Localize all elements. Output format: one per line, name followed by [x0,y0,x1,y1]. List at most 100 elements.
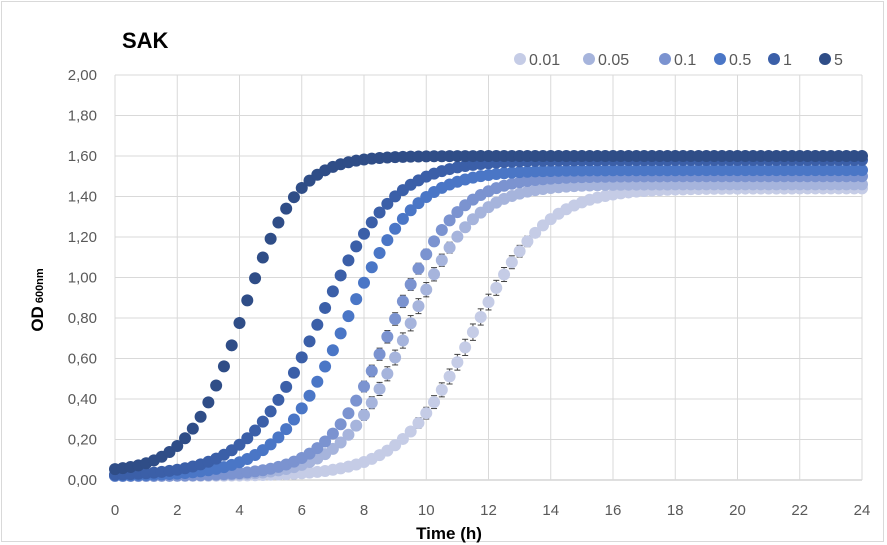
x-tick-label: 4 [235,502,243,519]
data-point-5 [179,432,192,445]
data-point-0-01 [420,407,433,420]
data-point-0-05 [420,283,433,296]
data-point-0-01 [474,310,487,323]
data-point-0-05 [466,213,479,226]
x-tick-label: 10 [418,502,435,519]
data-point-0-01 [529,226,542,239]
data-point-0-1 [350,394,363,407]
data-point-5 [194,410,207,423]
data-point-0-1 [358,380,370,393]
y-axis-label: OD 600nm [28,268,47,332]
data-point-5 [217,360,230,373]
y-tick-label: 0,20 [68,432,97,449]
data-point-0-01 [490,281,503,294]
data-point-0-1 [412,262,425,275]
legend-label: 0.05 [598,52,629,69]
data-point-1 [358,227,370,240]
y-tick-label: 0,80 [68,310,97,327]
y-tick-label: 2,00 [68,67,97,84]
data-point-0-05 [451,230,464,243]
data-point-5 [264,232,277,245]
y-tick-labels: 0,00 0,20 0,40 0,60 0,80 1,00 1,20 1,40 1,60 1,80… [68,67,97,489]
data-point-5 [856,150,868,162]
data-point-0-01 [466,326,479,339]
data-point-0-5 [334,327,347,340]
legend: 0.01 0.05 0.1 0.5 1 5 [514,52,843,69]
data-point-0-5 [303,389,316,402]
data-point-1 [264,405,277,418]
data-point-0-1 [428,235,441,248]
x-tick-label: 20 [729,502,746,519]
data-point-0-05 [404,317,417,330]
x-tick-label: 12 [480,502,497,519]
x-tick-label: 0 [111,502,119,519]
data-point-1 [280,380,293,393]
data-point-0-01 [412,416,425,429]
data-point-1 [311,318,324,331]
data-point-5 [256,251,269,264]
chart-title: SAK [122,28,169,53]
data-points [109,150,868,482]
data-point-0-05 [381,367,394,380]
data-point-0-5 [272,431,285,444]
data-point-5 [225,339,238,352]
data-point-0-05 [389,351,402,364]
y-tick-label: 0,00 [68,472,97,489]
y-tick-label: 1,80 [68,108,97,125]
y-tick-label: 0,40 [68,391,97,408]
y-tick-label: 1,00 [68,270,97,287]
data-point-1 [272,393,285,406]
data-point-0-5 [280,423,293,436]
y-tick-label: 1,20 [68,229,97,246]
data-point-0-1 [365,364,378,377]
legend-label: 0.01 [529,52,560,69]
data-point-1 [287,366,300,379]
data-point-0-01 [498,268,511,281]
data-point-0-5 [287,413,300,426]
data-point-5 [171,439,184,452]
data-point-0-5 [326,344,339,357]
data-point-5 [249,272,262,285]
data-point-0-05 [365,396,378,409]
data-point-0-5 [365,261,378,274]
data-point-0-01 [513,245,526,258]
x-tick-labels: 0 2 4 6 8 10 12 14 16 18 20 22 24 [111,502,871,519]
data-point-1 [342,254,355,267]
data-point-0-01 [459,341,472,354]
legend-marker-5 [819,53,831,65]
x-tick-label: 8 [360,502,368,519]
data-point-5 [202,396,215,409]
data-point-0-5 [319,360,332,373]
data-point-1 [303,335,316,348]
data-point-0-5 [389,222,402,235]
data-point-0-01 [451,356,464,369]
data-point-0-05 [373,382,386,395]
data-point-0-05 [342,428,355,441]
data-point-0-05 [358,408,370,421]
data-point-1 [350,240,363,253]
data-point-0-1 [435,224,448,237]
x-tick-label: 16 [605,502,622,519]
data-point-0-1 [404,278,417,291]
data-point-0-05 [412,300,425,313]
data-point-1 [295,351,308,364]
legend-label: 0.1 [674,52,696,69]
data-point-0-05 [435,254,448,267]
data-point-0-1 [443,214,456,227]
y-tick-label: 0,60 [68,351,97,368]
data-point-0-5 [264,438,277,451]
data-point-0-1 [342,407,355,420]
data-point-0-1 [373,348,386,361]
y-tick-label: 1,60 [68,148,97,165]
legend-label: 0.5 [729,52,751,69]
data-point-5 [186,422,199,435]
legend-label: 5 [834,52,843,69]
data-point-0-5 [342,310,355,323]
data-point-0-5 [295,402,308,415]
data-point-1 [373,206,386,219]
x-tick-label: 24 [854,502,871,519]
data-point-0-5 [373,247,386,260]
data-point-5 [241,294,254,307]
